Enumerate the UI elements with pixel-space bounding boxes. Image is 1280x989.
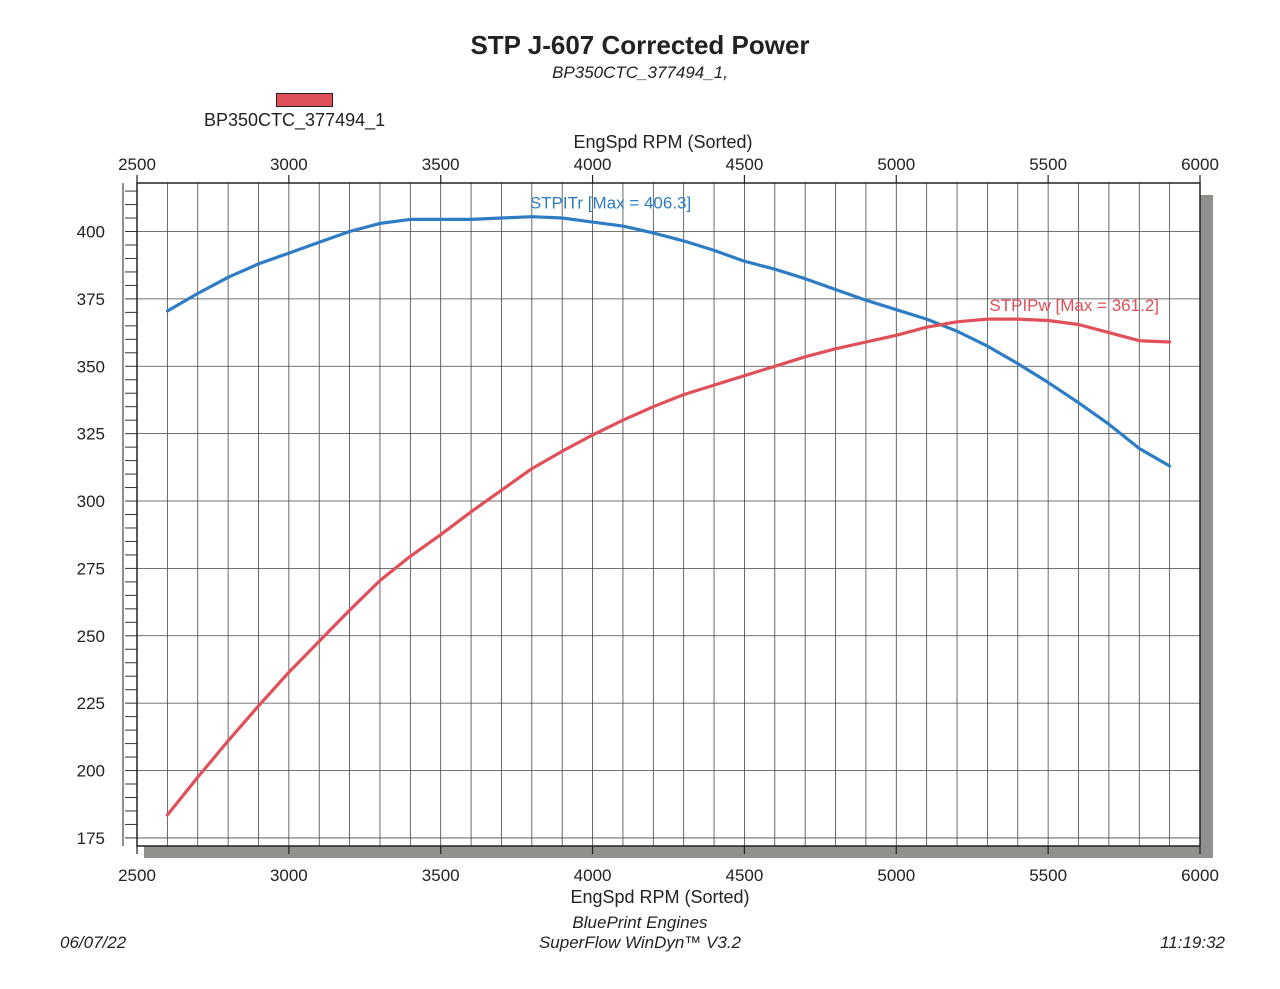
- legend-label: BP350CTC_377494_1: [204, 110, 386, 130]
- y-tick-label: 200: [77, 762, 105, 781]
- y-tick-label: 175: [77, 829, 105, 848]
- plot-border: [136, 182, 1201, 847]
- x-tick-label-top: 5000: [877, 155, 915, 174]
- x-tick-label-top: 4500: [726, 155, 764, 174]
- x-tick-label-bottom: 5000: [877, 866, 915, 885]
- y-tick-label: 400: [77, 223, 105, 242]
- x-tick-label-bottom: 2500: [118, 866, 156, 885]
- x-tick-label-top: 4000: [574, 155, 612, 174]
- series-line-stpitr: [165, 215, 1172, 468]
- x-tick-label-bottom: 6000: [1181, 866, 1219, 885]
- x-tick-label-top: 2500: [118, 155, 156, 174]
- y-tick-label: 375: [77, 290, 105, 309]
- plot-background: [137, 183, 1200, 846]
- series-annotation-stpitr: STPITr [Max = 406.3]: [530, 194, 691, 213]
- x-tick-label-top: 6000: [1181, 155, 1219, 174]
- chart-title: STP J-607 Corrected Power: [470, 30, 810, 60]
- x-tick-label-bottom: 5500: [1029, 866, 1067, 885]
- footer-date: 06/07/22: [60, 933, 127, 952]
- x-tick-label-bottom: 4000: [574, 866, 612, 885]
- legend-swatch: [276, 93, 333, 107]
- chart-subtitle: BP350CTC_377494_1,: [552, 63, 728, 82]
- y-tick-label: 300: [77, 492, 105, 511]
- x-tick-label-bottom: 3500: [422, 866, 460, 885]
- y-tick-label: 275: [77, 559, 105, 578]
- series-annotation-stpipw: STPIPw [Max = 361.2]: [989, 296, 1159, 315]
- footer-credits: BluePrint Engines SuperFlow WinDyn™ V3.2: [0, 913, 1280, 953]
- y-tick-label: 350: [77, 357, 105, 376]
- series-line-stpipw: [165, 317, 1172, 817]
- x-tick-label-bottom: 3000: [270, 866, 308, 885]
- x-tick-label-bottom: 4500: [726, 866, 764, 885]
- x-axis-label-bottom: EngSpd RPM (Sorted): [570, 887, 749, 907]
- footer-company: BluePrint Engines: [572, 913, 708, 932]
- x-axis-label-top: EngSpd RPM (Sorted): [573, 132, 752, 152]
- x-tick-label-top: 3500: [422, 155, 460, 174]
- footer-software: SuperFlow WinDyn™ V3.2: [538, 933, 742, 952]
- y-tick-label: 325: [77, 425, 105, 444]
- y-tick-label: 250: [77, 627, 105, 646]
- x-tick-label-top: 3000: [270, 155, 308, 174]
- y-tick-label: 225: [77, 694, 105, 713]
- footer-time: 11:19:32: [1160, 933, 1225, 952]
- x-tick-label-top: 5500: [1029, 155, 1067, 174]
